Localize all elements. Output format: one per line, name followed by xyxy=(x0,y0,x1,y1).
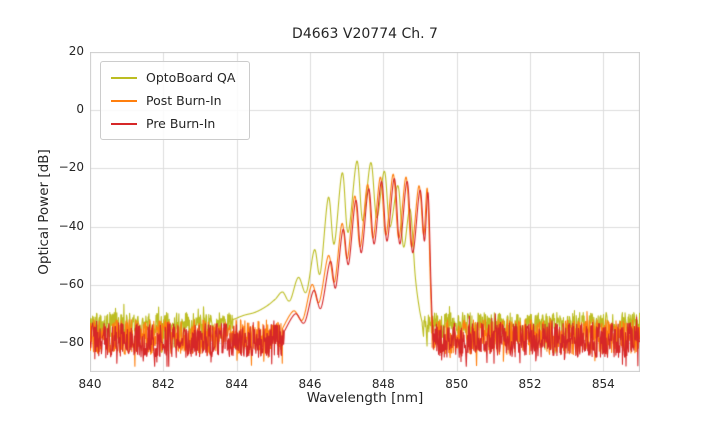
x-tick-label: 852 xyxy=(518,377,542,391)
legend-line-swatch xyxy=(111,76,137,79)
legend-item-optoboard-qa: OptoBoard QA xyxy=(111,70,235,85)
x-tick-label: 844 xyxy=(225,377,249,391)
legend-line-swatch xyxy=(111,99,137,102)
x-axis-label: Wavelength [nm] xyxy=(306,390,424,406)
chart-title: D4663 V20774 Ch. 7 xyxy=(292,26,438,42)
legend-line-swatch xyxy=(111,122,137,125)
legend-label: OptoBoard QA xyxy=(146,70,236,85)
y-tick-label: −60 xyxy=(58,276,84,291)
x-tick-label: 840 xyxy=(78,377,102,391)
legend-item-pre-burn-in: Pre Burn-In xyxy=(111,116,235,131)
y-tick-label: 0 xyxy=(76,102,84,117)
x-tick-label: 848 xyxy=(371,377,395,391)
legend-item-post-burn-in: Post Burn-In xyxy=(111,93,235,108)
x-tick-label: 850 xyxy=(445,377,469,391)
legend-label: Post Burn-In xyxy=(146,93,222,108)
x-tick-label: 842 xyxy=(151,377,175,391)
y-tick-label: −80 xyxy=(58,334,84,349)
y-tick-label: −40 xyxy=(58,218,84,233)
x-tick-label: 854 xyxy=(591,377,615,391)
legend: OptoBoard QA Post Burn-In Pre Burn-In xyxy=(100,61,251,140)
y-tick-label: −20 xyxy=(58,160,84,175)
x-tick-label: 846 xyxy=(298,377,322,391)
legend-label: Pre Burn-In xyxy=(146,116,216,131)
y-tick-label: 20 xyxy=(68,44,84,58)
